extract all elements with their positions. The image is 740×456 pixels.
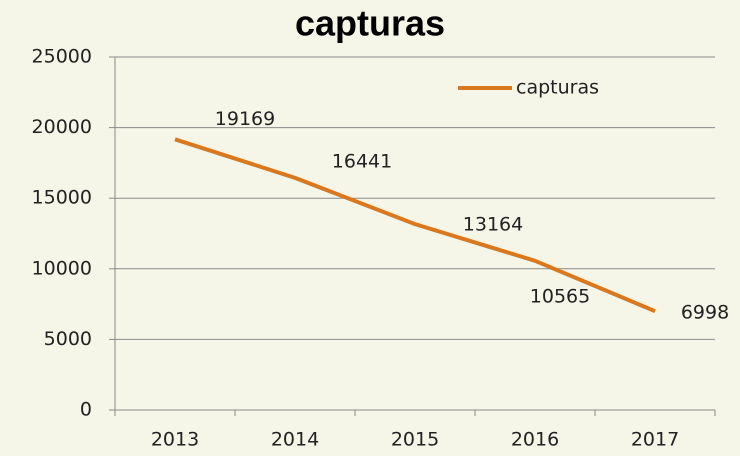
y-tick-label: 5000: [44, 328, 92, 350]
x-tick-label: 2014: [271, 429, 319, 451]
y-tick-label: 0: [80, 399, 92, 421]
data-label: 6998: [681, 302, 729, 324]
y-tick-label: 25000: [32, 46, 92, 68]
data-label: 10565: [530, 285, 590, 307]
x-tick-label: 2017: [631, 429, 679, 451]
chart-title: capturas: [295, 3, 445, 44]
data-label: 19169: [215, 108, 275, 130]
data-label: 13164: [463, 214, 523, 236]
y-tick-label: 10000: [32, 257, 92, 279]
x-tick-label: 2015: [391, 429, 439, 451]
x-tick-label: 2016: [511, 429, 559, 451]
y-tick-label: 20000: [32, 116, 92, 138]
x-tick-label: 2013: [151, 429, 199, 451]
data-label: 16441: [332, 150, 392, 172]
series-line: [174, 137, 656, 314]
y-tick-label: 15000: [32, 187, 92, 209]
legend-label: capturas: [516, 77, 599, 99]
